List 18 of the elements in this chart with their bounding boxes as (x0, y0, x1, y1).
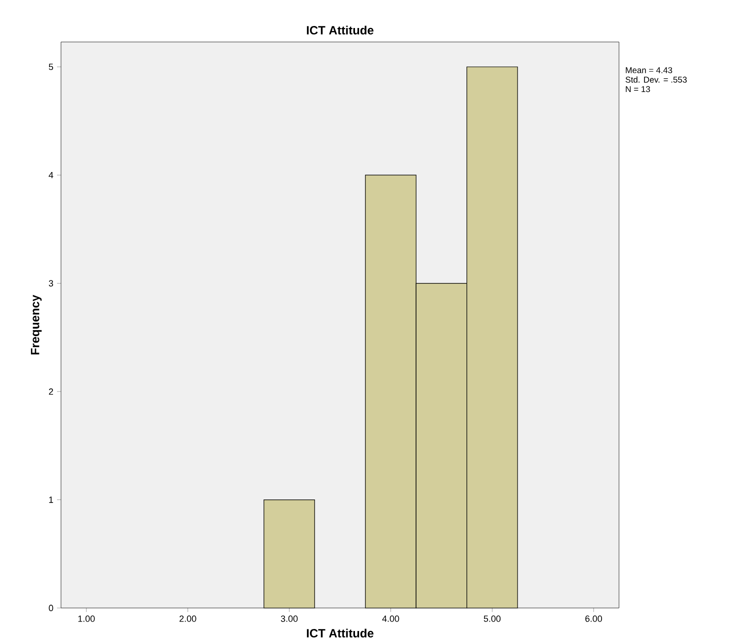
y-tick-label: 5 (48, 64, 54, 70)
x-tick-label: 4.00 (382, 616, 400, 622)
x-axis-title: ICT Attitude (306, 628, 374, 638)
x-tick-label: 6.00 (585, 616, 602, 622)
y-tick-label: 0 (48, 604, 54, 612)
y-tick-label: 4 (48, 172, 54, 178)
y-tick-label: 2 (48, 388, 54, 395)
x-tick-label: 5.00 (484, 616, 501, 622)
x-tick-label: 1.00 (78, 616, 95, 622)
text: Mean = 4.43 (626, 67, 672, 74)
y-axis-title: Frequency (30, 294, 42, 355)
x-tick-label: 2.00 (180, 616, 196, 622)
x-tick-label: 3.00 (280, 616, 298, 622)
y-tick-label: 1 (49, 496, 54, 503)
text: Std. Dev. = .553 (626, 76, 687, 83)
text: N = 13 (626, 86, 650, 92)
chart-title: ICT Attitude (306, 26, 374, 35)
y-tick-label: 3 (48, 280, 54, 287)
